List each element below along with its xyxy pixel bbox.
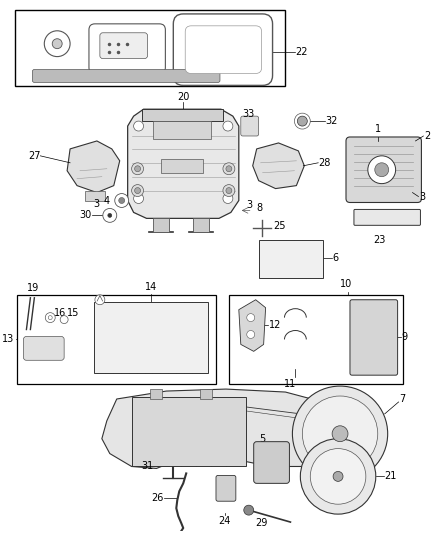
Text: 27: 27: [28, 151, 40, 161]
Text: 7: 7: [399, 394, 406, 404]
Circle shape: [115, 193, 129, 207]
Circle shape: [244, 505, 254, 515]
Bar: [229, 295, 403, 384]
Circle shape: [134, 121, 144, 131]
Text: 2: 2: [424, 131, 431, 141]
Circle shape: [134, 166, 141, 172]
Text: 33: 33: [243, 109, 255, 119]
Circle shape: [45, 313, 55, 322]
Text: 30: 30: [80, 211, 92, 220]
Text: 3: 3: [247, 200, 253, 211]
Circle shape: [332, 426, 348, 442]
Text: 16: 16: [54, 308, 67, 318]
Circle shape: [226, 188, 232, 193]
Text: 32: 32: [325, 116, 338, 126]
Text: 20: 20: [177, 92, 189, 102]
Text: 15: 15: [67, 308, 79, 318]
FancyBboxPatch shape: [346, 137, 421, 203]
Polygon shape: [67, 141, 120, 192]
FancyBboxPatch shape: [185, 26, 261, 74]
Text: 3: 3: [93, 198, 99, 208]
Text: 10: 10: [340, 279, 352, 289]
FancyBboxPatch shape: [89, 24, 166, 74]
Bar: [18, 295, 216, 384]
FancyBboxPatch shape: [216, 475, 236, 501]
Polygon shape: [193, 219, 209, 232]
Circle shape: [134, 193, 144, 204]
Text: 11: 11: [284, 379, 297, 389]
Circle shape: [223, 193, 233, 204]
Bar: [141, 109, 223, 121]
FancyBboxPatch shape: [241, 116, 259, 136]
Circle shape: [223, 184, 235, 197]
Circle shape: [297, 116, 307, 126]
FancyBboxPatch shape: [100, 33, 148, 59]
Circle shape: [293, 386, 388, 481]
Circle shape: [223, 163, 235, 175]
Text: 18: 18: [42, 344, 55, 354]
Polygon shape: [253, 143, 304, 189]
FancyBboxPatch shape: [32, 69, 220, 83]
Circle shape: [103, 208, 117, 222]
Circle shape: [108, 213, 112, 217]
Text: 3: 3: [420, 191, 426, 201]
Circle shape: [52, 39, 62, 49]
Circle shape: [226, 166, 232, 172]
Text: 9: 9: [402, 333, 408, 343]
Circle shape: [302, 396, 378, 472]
Text: 24: 24: [219, 516, 231, 526]
Bar: [200, 389, 212, 399]
Circle shape: [375, 163, 389, 176]
Text: 26: 26: [151, 493, 163, 503]
Text: 1: 1: [374, 124, 381, 134]
Circle shape: [247, 313, 254, 321]
Text: 19: 19: [28, 283, 40, 293]
Text: 31: 31: [141, 462, 153, 472]
Text: 14: 14: [145, 282, 158, 292]
FancyBboxPatch shape: [24, 336, 64, 360]
Circle shape: [48, 316, 52, 320]
Bar: [161, 159, 203, 173]
Circle shape: [132, 163, 144, 175]
FancyBboxPatch shape: [173, 14, 272, 85]
Polygon shape: [127, 109, 239, 219]
Circle shape: [60, 316, 68, 324]
Bar: [85, 191, 105, 200]
Text: 6: 6: [332, 253, 338, 263]
Text: 5: 5: [259, 434, 266, 443]
Circle shape: [132, 184, 144, 197]
Circle shape: [223, 121, 233, 131]
Circle shape: [368, 156, 396, 184]
Text: 8: 8: [257, 204, 263, 213]
Text: 23: 23: [374, 235, 386, 245]
Circle shape: [247, 330, 254, 338]
Bar: [132, 397, 246, 466]
Text: 28: 28: [318, 158, 331, 168]
Bar: [14, 10, 286, 86]
Text: 4: 4: [104, 196, 110, 206]
Circle shape: [333, 472, 343, 481]
FancyBboxPatch shape: [254, 442, 290, 483]
FancyBboxPatch shape: [354, 209, 420, 225]
Bar: [153, 121, 211, 139]
Circle shape: [95, 295, 105, 305]
Bar: [151, 389, 162, 399]
Circle shape: [134, 188, 141, 193]
Bar: [94, 302, 208, 373]
Text: 29: 29: [256, 518, 268, 528]
Circle shape: [44, 31, 70, 56]
Text: 22: 22: [295, 46, 308, 56]
Bar: [259, 240, 323, 278]
Text: 12: 12: [268, 320, 281, 329]
Text: 25: 25: [274, 221, 286, 231]
Circle shape: [310, 449, 366, 504]
Circle shape: [300, 439, 376, 514]
Text: 21: 21: [385, 471, 397, 481]
Circle shape: [119, 198, 125, 204]
Polygon shape: [239, 300, 265, 351]
Polygon shape: [153, 219, 170, 232]
Polygon shape: [102, 389, 368, 469]
Text: 13: 13: [2, 334, 14, 344]
FancyBboxPatch shape: [350, 300, 398, 375]
